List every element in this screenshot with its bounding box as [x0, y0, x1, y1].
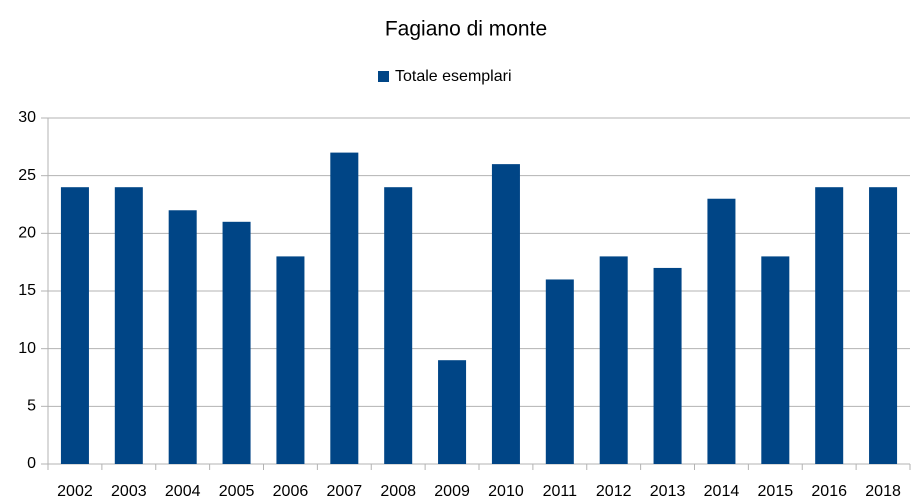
x-tick-label: 2018 — [865, 483, 901, 500]
y-tick-label: 5 — [27, 398, 36, 415]
x-tick-label: 2016 — [811, 483, 847, 500]
x-tick-label: 2010 — [488, 483, 524, 500]
bar — [869, 187, 898, 464]
bar — [815, 187, 844, 464]
x-tick-label: 2015 — [758, 483, 794, 500]
bar — [168, 210, 197, 464]
bar — [438, 360, 467, 464]
bar — [545, 279, 574, 464]
x-tick-label: 2009 — [434, 483, 470, 500]
legend-label: Totale esemplari — [395, 68, 512, 85]
bar — [384, 187, 413, 464]
x-tick-label: 2014 — [704, 483, 740, 500]
chart-title: Fagiano di monte — [385, 18, 547, 41]
y-tick-label: 15 — [18, 282, 36, 299]
bar — [653, 267, 682, 464]
x-tick-label: 2013 — [650, 483, 686, 500]
bar — [330, 152, 359, 464]
x-tick-label: 2008 — [380, 483, 416, 500]
x-tick-label: 2004 — [165, 483, 201, 500]
bar — [60, 187, 89, 464]
y-tick-label: 10 — [18, 340, 36, 357]
x-tick-label: 2003 — [111, 483, 147, 500]
x-tick-label: 2005 — [219, 483, 255, 500]
bar — [599, 256, 628, 464]
legend-swatch — [378, 71, 389, 82]
y-tick-label: 25 — [18, 167, 36, 184]
bar — [276, 256, 305, 464]
y-tick-label: 30 — [18, 109, 36, 126]
bar — [491, 164, 520, 464]
x-tick-label: 2002 — [57, 483, 93, 500]
bar — [761, 256, 790, 464]
y-tick-label: 20 — [18, 225, 36, 242]
y-tick-label: 0 — [27, 455, 36, 472]
x-tick-label: 2012 — [596, 483, 632, 500]
bar — [707, 198, 736, 464]
x-tick-label: 2011 — [543, 483, 578, 500]
bar — [114, 187, 143, 464]
bar — [222, 221, 251, 464]
x-tick-label: 2007 — [327, 483, 363, 500]
x-tick-label: 2006 — [273, 483, 309, 500]
